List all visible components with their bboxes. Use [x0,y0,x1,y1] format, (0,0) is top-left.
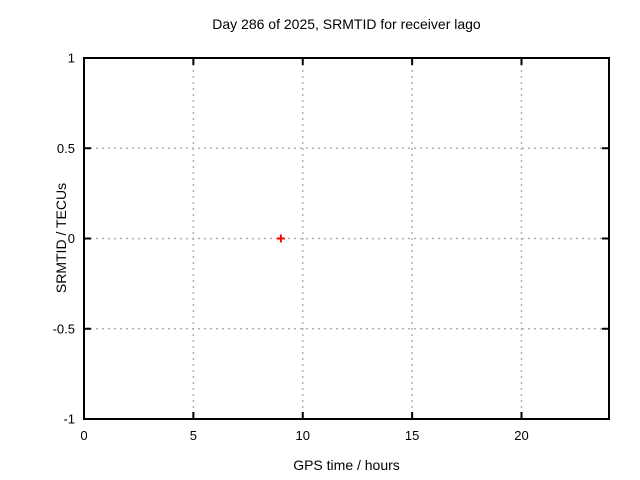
x-tick-label: 15 [405,428,419,443]
y-tick-label: 1 [68,51,75,66]
chart-title: Day 286 of 2025, SRMTID for receiver lag… [212,16,481,32]
x-axis-label: GPS time / hours [293,457,400,473]
x-tick-label: 0 [80,428,87,443]
x-tick-label: 10 [296,428,310,443]
x-tick-label: 20 [514,428,528,443]
y-tick-label: -0.5 [53,321,75,336]
y-tick-label: 0 [68,231,75,246]
y-tick-label: -1 [63,412,75,427]
y-tick-label: 0.5 [57,141,75,156]
x-tick-label: 5 [190,428,197,443]
